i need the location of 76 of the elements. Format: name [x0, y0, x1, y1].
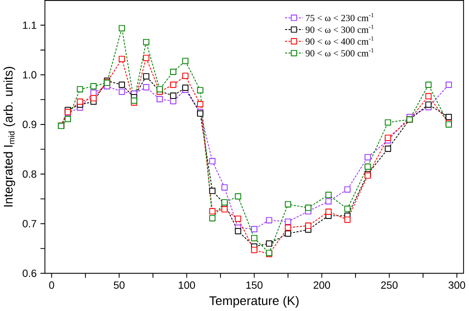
x-tick-label: 300 — [448, 281, 466, 289]
point — [305, 222, 312, 229]
point — [284, 201, 292, 208]
point — [143, 54, 150, 62]
point — [76, 98, 84, 105]
legend-label: 90 < ω < 500 cm$^{-1}$ — [306, 48, 374, 56]
point — [209, 188, 216, 194]
point — [170, 92, 176, 99]
point — [170, 68, 176, 75]
y-tick-label: 0.6 — [22, 270, 36, 277]
point — [384, 146, 392, 152]
point — [118, 56, 126, 62]
point — [384, 134, 392, 141]
point — [284, 218, 292, 225]
y-axis-title: Integrated I$_{mid}$ (arb. units) — [3, 66, 16, 206]
point — [90, 94, 97, 102]
y-tick-label: 0.8 — [22, 170, 36, 178]
point — [209, 215, 216, 222]
point — [251, 246, 258, 254]
point — [234, 228, 242, 234]
y-tick-label: 0.9 — [22, 120, 36, 128]
legend-label: 75 < ω < 230 cm$^{-1}$ — [306, 12, 374, 22]
point — [90, 83, 97, 90]
point — [364, 154, 371, 160]
x-tick-label: 150 — [246, 281, 263, 289]
point — [170, 98, 176, 104]
point — [156, 96, 163, 102]
x-tick-label: 0 — [49, 281, 54, 289]
point — [197, 100, 204, 108]
point — [221, 184, 228, 191]
point — [344, 216, 351, 223]
point — [209, 158, 216, 164]
y-tick-label: 0.7 — [22, 220, 36, 228]
point — [325, 208, 332, 215]
x-tick-label: 250 — [381, 281, 398, 289]
point — [266, 240, 272, 247]
point — [344, 186, 351, 193]
x-axis-title: Temperature (K) — [209, 296, 299, 308]
point — [364, 163, 371, 170]
point — [284, 224, 292, 231]
point — [118, 25, 126, 32]
x-tick-label: 200 — [314, 281, 330, 289]
point — [118, 88, 126, 95]
x-tick-label: 50 — [114, 281, 125, 289]
y-tick-label: 1.1 — [23, 22, 36, 29]
point — [344, 206, 351, 212]
point — [143, 73, 150, 80]
point — [76, 86, 84, 92]
point — [221, 206, 228, 212]
x-tick-label: 100 — [178, 281, 195, 289]
point — [182, 58, 188, 64]
point — [425, 93, 432, 100]
y-tick-label: 1.0 — [23, 71, 36, 78]
point — [384, 119, 392, 126]
point — [209, 208, 216, 214]
point — [251, 234, 258, 242]
point — [118, 82, 126, 88]
point — [234, 216, 242, 222]
legend-label: 90 < ω < 300 cm$^{-1}$ — [306, 24, 374, 33]
point — [170, 82, 176, 88]
point — [425, 101, 432, 108]
point — [251, 226, 258, 232]
point — [234, 193, 242, 200]
point — [266, 217, 272, 224]
point — [305, 204, 312, 211]
point — [446, 82, 452, 88]
point — [64, 116, 71, 122]
legend-label: 90 < ω < 400 cm$^{-1}$ — [306, 36, 374, 45]
point — [446, 114, 452, 120]
point — [325, 198, 332, 204]
point — [143, 84, 150, 90]
point — [425, 82, 432, 88]
point — [143, 38, 150, 46]
point — [325, 192, 332, 198]
point — [182, 72, 188, 79]
point — [197, 87, 204, 94]
